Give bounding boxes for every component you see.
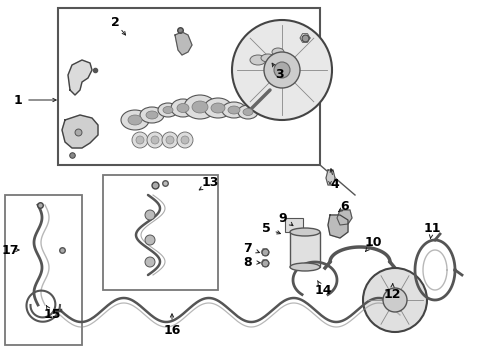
Bar [5, 195, 82, 345]
Polygon shape [175, 32, 192, 55]
Circle shape [181, 136, 189, 144]
Ellipse shape [183, 95, 216, 119]
Ellipse shape [121, 110, 149, 130]
Circle shape [162, 132, 178, 148]
Ellipse shape [238, 105, 258, 119]
Circle shape [362, 268, 426, 332]
Ellipse shape [140, 107, 163, 123]
Circle shape [231, 20, 331, 120]
Polygon shape [325, 170, 334, 185]
Text: 12: 12 [383, 288, 400, 302]
Text: 16: 16 [163, 324, 181, 337]
Ellipse shape [192, 101, 207, 113]
Bar [58, 8, 319, 165]
Ellipse shape [222, 102, 245, 118]
Text: 11: 11 [423, 221, 440, 234]
Text: 10: 10 [364, 237, 381, 249]
Polygon shape [336, 210, 351, 225]
Ellipse shape [163, 107, 173, 113]
Ellipse shape [158, 103, 178, 117]
Text: 1: 1 [14, 94, 22, 107]
Bar [285, 218, 303, 232]
Text: 4: 4 [330, 179, 339, 192]
Circle shape [145, 257, 155, 267]
Text: 17: 17 [1, 243, 19, 256]
Circle shape [177, 132, 193, 148]
Polygon shape [62, 115, 98, 148]
Circle shape [151, 136, 159, 144]
Bar [289, 232, 319, 267]
Ellipse shape [289, 228, 319, 236]
Polygon shape [327, 215, 347, 238]
Polygon shape [68, 60, 92, 95]
Ellipse shape [203, 98, 231, 118]
Ellipse shape [271, 48, 284, 56]
Text: 9: 9 [278, 211, 287, 225]
Ellipse shape [171, 99, 195, 117]
Text: 14: 14 [314, 284, 331, 297]
Ellipse shape [227, 106, 240, 114]
Circle shape [145, 235, 155, 245]
Ellipse shape [261, 54, 274, 62]
Ellipse shape [177, 104, 189, 112]
Text: 6: 6 [340, 201, 348, 213]
Text: 8: 8 [243, 256, 252, 269]
Circle shape [145, 210, 155, 220]
Text: 5: 5 [261, 221, 270, 234]
Circle shape [273, 62, 289, 78]
Circle shape [264, 52, 299, 88]
Ellipse shape [249, 55, 265, 65]
Text: 3: 3 [275, 68, 284, 81]
Circle shape [136, 136, 143, 144]
Text: 13: 13 [201, 176, 218, 189]
Text: 7: 7 [243, 242, 252, 255]
Text: 15: 15 [43, 309, 61, 321]
Ellipse shape [210, 103, 224, 113]
Ellipse shape [146, 111, 158, 119]
Circle shape [382, 288, 406, 312]
Ellipse shape [128, 115, 142, 125]
Ellipse shape [289, 263, 319, 271]
Circle shape [132, 132, 148, 148]
Bar [103, 175, 218, 290]
Text: 2: 2 [110, 15, 119, 28]
Circle shape [165, 136, 174, 144]
Ellipse shape [243, 108, 252, 116]
Circle shape [147, 132, 163, 148]
